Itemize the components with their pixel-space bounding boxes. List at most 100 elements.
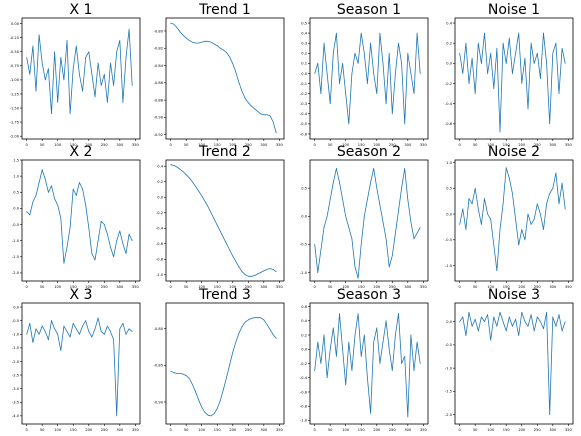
data-point xyxy=(41,62,43,64)
data-point xyxy=(201,406,203,408)
data-point xyxy=(204,40,206,42)
data-point xyxy=(480,223,482,225)
y-tick-label: 0.2 xyxy=(157,180,163,184)
data-point xyxy=(266,268,268,270)
data-point xyxy=(250,275,252,277)
series-line xyxy=(314,313,421,418)
data-point xyxy=(75,195,77,196)
y-tick-label: -3.5 xyxy=(12,401,19,405)
data-point xyxy=(97,62,99,64)
axes-frame xyxy=(454,302,574,425)
y-tick-label: -2.0 xyxy=(12,360,20,364)
data-point xyxy=(216,45,218,47)
y-tick-label: 0.0 xyxy=(301,215,307,219)
series-line xyxy=(26,317,133,417)
subplot-11: Season 3 0 50 100 150 200 250 300 350 0.6 0.4 0.2 0.… xyxy=(300,287,429,432)
data-point xyxy=(462,316,464,318)
data-point xyxy=(185,375,187,376)
data-point xyxy=(339,313,340,315)
data-point xyxy=(521,229,523,230)
data-point xyxy=(539,78,541,79)
data-point xyxy=(543,229,544,230)
data-point xyxy=(275,337,277,339)
y-tick-label: 0.0 xyxy=(446,62,452,66)
data-point xyxy=(382,221,384,223)
x-tick-label: 250 xyxy=(534,143,542,147)
data-point xyxy=(398,313,399,315)
data-point xyxy=(419,363,421,364)
data-point xyxy=(47,191,49,193)
x-tick-label: 100 xyxy=(342,428,350,432)
y-tick-label: -0.6 xyxy=(300,390,308,394)
data-point xyxy=(533,62,535,64)
data-point xyxy=(91,336,93,338)
y-tick-label: -0.80 xyxy=(154,327,164,331)
data-point xyxy=(332,182,334,183)
subplot-title: Noise 1 xyxy=(488,2,540,18)
data-point xyxy=(219,47,221,49)
y-tick-label: -0.88 xyxy=(154,98,164,102)
y-tick-label: -0.5 xyxy=(12,223,19,227)
series-line xyxy=(459,311,566,416)
data-point xyxy=(191,384,193,385)
data-point xyxy=(512,193,513,194)
data-point xyxy=(413,93,415,95)
data-point xyxy=(207,206,209,207)
data-point xyxy=(241,326,243,327)
data-point xyxy=(94,328,96,330)
data-point xyxy=(263,319,265,321)
y-tick-label: 0.1 xyxy=(301,62,307,66)
data-point xyxy=(41,169,43,171)
data-point xyxy=(106,325,108,327)
data-point xyxy=(216,408,218,409)
data-point xyxy=(317,341,319,343)
y-tick-label: -0.25 xyxy=(10,36,19,40)
y-tick-label: -0.90 xyxy=(154,400,164,404)
data-point xyxy=(226,243,227,245)
data-point xyxy=(97,317,99,319)
y-tick-label: 0.5 xyxy=(13,191,19,195)
data-point xyxy=(257,317,259,319)
data-point xyxy=(487,73,489,74)
subplot-8: Noise 2 0 50 100 150 200 250 300 350 1.0 0.5 0.0 -0.… xyxy=(445,144,574,289)
data-point xyxy=(462,73,464,74)
x-tick-label: 200 xyxy=(229,285,237,289)
data-point xyxy=(32,45,34,47)
data-point xyxy=(110,62,111,64)
y-tick-label: -0.84 xyxy=(154,64,164,68)
data-point xyxy=(320,363,322,364)
data-point xyxy=(490,218,492,220)
y-tick-label: -0.2 xyxy=(445,82,452,86)
x-tick-label: 150 xyxy=(214,143,222,147)
data-point xyxy=(373,73,375,74)
data-point xyxy=(185,174,187,176)
series-line xyxy=(26,169,133,264)
data-point xyxy=(54,328,56,330)
data-point xyxy=(51,320,52,322)
data-point xyxy=(207,414,209,416)
data-point xyxy=(382,62,384,64)
data-point xyxy=(536,203,538,205)
data-point xyxy=(376,187,378,189)
subplot-title: Noise 2 xyxy=(488,144,540,160)
data-point xyxy=(57,102,59,103)
data-point xyxy=(326,215,328,217)
y-tick-label: -2.0 xyxy=(12,271,20,275)
series-line xyxy=(170,22,277,134)
data-point xyxy=(91,253,93,254)
data-point xyxy=(524,321,526,323)
x-tick-label: 250 xyxy=(245,143,253,147)
data-point xyxy=(103,73,105,75)
data-point xyxy=(182,373,184,375)
data-point xyxy=(257,273,259,275)
x-tick-label: 0 xyxy=(459,285,462,289)
data-point xyxy=(29,322,31,324)
data-point xyxy=(254,108,255,110)
data-point xyxy=(100,331,102,332)
x-tick-label: 100 xyxy=(342,285,350,289)
axes-frame xyxy=(165,159,285,282)
data-point xyxy=(561,182,563,184)
data-point xyxy=(530,42,532,44)
data-point xyxy=(275,132,277,134)
y-tick-label: -1.0 xyxy=(300,271,308,275)
